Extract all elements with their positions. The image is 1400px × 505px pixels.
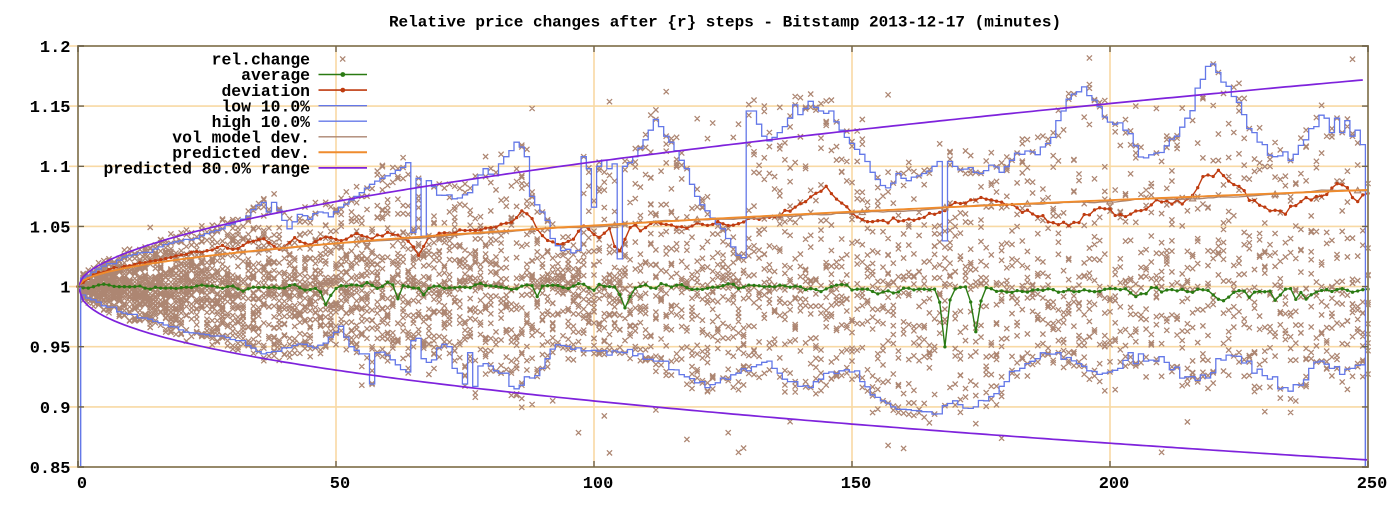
svg-text:1: 1 — [60, 280, 70, 299]
svg-text:predicted dev.: predicted dev. — [172, 144, 310, 163]
svg-text:low 10.0%: low 10.0% — [221, 97, 310, 116]
svg-text:0.85: 0.85 — [30, 460, 71, 479]
svg-text:0.9: 0.9 — [40, 400, 71, 419]
svg-text:vol model dev.: vol model dev. — [172, 128, 310, 147]
svg-text:Relative price changes after {: Relative price changes after {r} steps -… — [389, 14, 1061, 32]
svg-text:1.2: 1.2 — [40, 39, 71, 58]
svg-text:1.15: 1.15 — [30, 99, 71, 118]
svg-text:high 10.0%: high 10.0% — [212, 113, 311, 132]
svg-text:average: average — [241, 66, 310, 85]
svg-text:rel.change: rel.change — [212, 51, 311, 70]
svg-text:200: 200 — [1099, 475, 1130, 494]
svg-text:150: 150 — [841, 475, 872, 494]
svg-text:1.1: 1.1 — [40, 159, 71, 178]
svg-text:1.05: 1.05 — [30, 219, 71, 238]
svg-text:50: 50 — [330, 475, 350, 494]
svg-text:deviation: deviation — [221, 82, 310, 101]
svg-text:0: 0 — [77, 475, 87, 494]
svg-text:100: 100 — [583, 475, 614, 494]
svg-text:0.95: 0.95 — [30, 340, 71, 359]
svg-text:250: 250 — [1357, 475, 1388, 494]
svg-text:predicted 80.0% range: predicted 80.0% range — [103, 160, 310, 179]
